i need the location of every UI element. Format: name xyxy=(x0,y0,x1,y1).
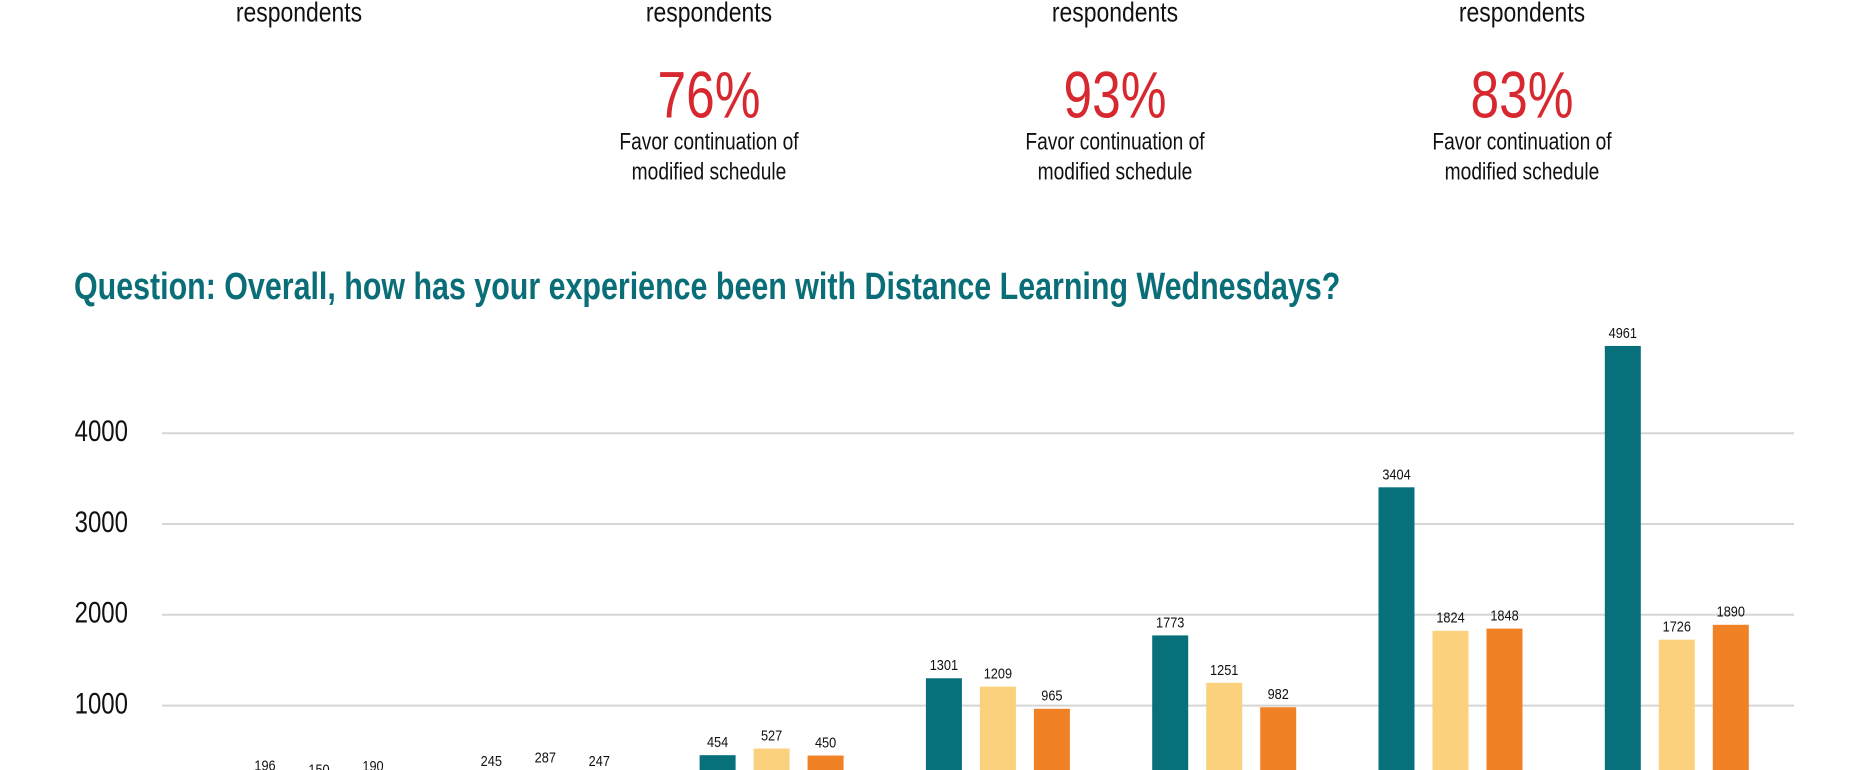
value-label: 1726 xyxy=(1663,618,1692,635)
bar xyxy=(1712,624,1749,770)
stat-label: respondents xyxy=(1459,0,1585,28)
value-label: 1773 xyxy=(1156,613,1185,630)
value-label: 4961 xyxy=(1609,324,1638,341)
stat-note: modified schedule xyxy=(632,157,787,185)
bar xyxy=(925,678,962,770)
value-label: 527 xyxy=(761,726,782,743)
chart-title: Question: Overall, how has your experien… xyxy=(74,266,1340,308)
bar xyxy=(1658,639,1695,770)
y-tick-label: 1000 xyxy=(75,686,128,720)
bar xyxy=(699,755,736,770)
value-label: 1209 xyxy=(984,665,1013,682)
stat-percent: 76% xyxy=(657,57,760,132)
bar xyxy=(1033,708,1070,770)
stat-label: respondents xyxy=(1052,0,1178,28)
bar xyxy=(807,755,844,770)
value-label: 450 xyxy=(815,733,836,750)
value-label: 1301 xyxy=(930,656,959,673)
stat-note: modified schedule xyxy=(1445,157,1600,185)
value-label: 1251 xyxy=(1210,661,1239,678)
y-tick-label: 4000 xyxy=(75,414,128,448)
bar xyxy=(1378,487,1415,770)
bar xyxy=(1260,707,1297,770)
bar xyxy=(1206,682,1243,770)
value-label: 1848 xyxy=(1490,607,1519,624)
value-label: 454 xyxy=(707,733,728,750)
value-label: 1890 xyxy=(1717,603,1746,620)
stat-note: Favor continuation of xyxy=(1025,127,1205,155)
bar xyxy=(1486,628,1523,770)
value-label: 196 xyxy=(254,757,275,770)
stat-percent: 83% xyxy=(1470,57,1573,132)
value-label: 3404 xyxy=(1382,465,1411,482)
bar xyxy=(1152,635,1189,770)
bar xyxy=(979,686,1016,770)
stat-note: modified schedule xyxy=(1038,157,1193,185)
value-label: 1824 xyxy=(1436,609,1465,626)
y-tick-label: 2000 xyxy=(75,595,128,629)
value-label: 982 xyxy=(1268,685,1289,702)
bar xyxy=(753,748,790,770)
stat-label: respondents xyxy=(646,0,772,28)
value-label: 287 xyxy=(535,748,556,765)
value-label: 965 xyxy=(1041,687,1062,704)
stat-note: Favor continuation of xyxy=(1432,127,1612,155)
bar xyxy=(1604,345,1641,770)
stat-label: respondents xyxy=(236,0,362,28)
value-label: 150 xyxy=(308,761,329,770)
value-label: 190 xyxy=(362,757,383,770)
value-label: 245 xyxy=(481,752,502,769)
stat-note: Favor continuation of xyxy=(619,127,799,155)
y-tick-label: 3000 xyxy=(75,504,128,538)
bar xyxy=(1432,630,1469,770)
value-label: 247 xyxy=(589,752,610,769)
stat-percent: 93% xyxy=(1063,57,1166,132)
